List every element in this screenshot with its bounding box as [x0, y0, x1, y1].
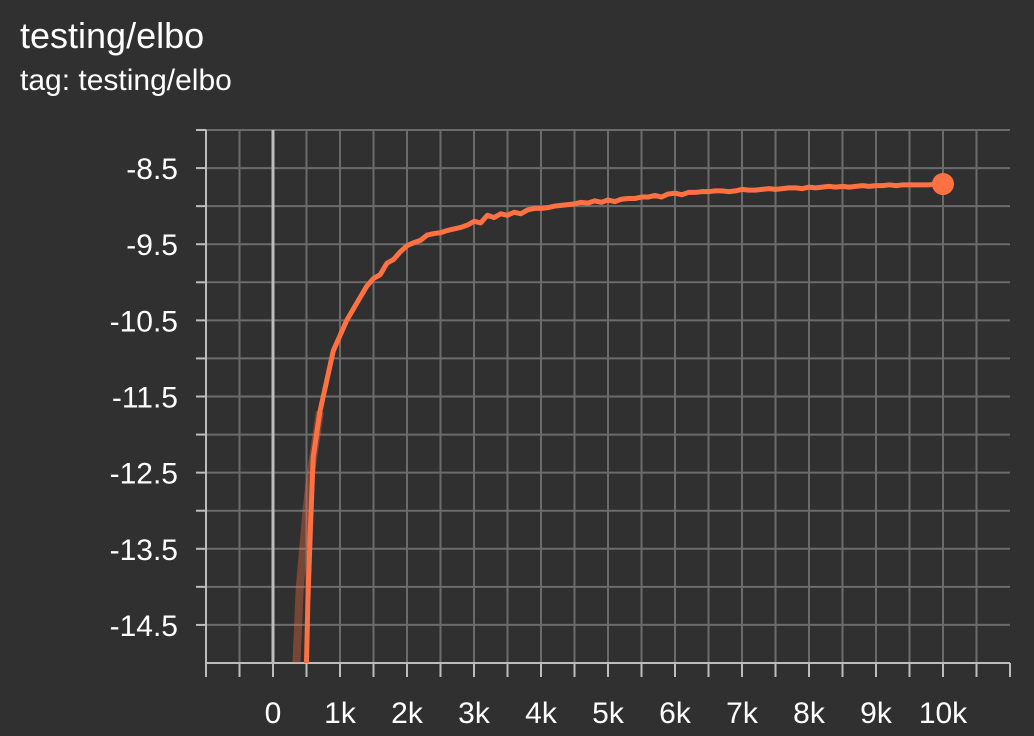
x-tick-label: 9k	[860, 697, 893, 730]
y-tick-label: -14.5	[110, 610, 178, 643]
x-tick-label: 7k	[726, 697, 759, 730]
card-title: testing/elbo	[20, 15, 205, 56]
x-tick-label: 1k	[324, 697, 357, 730]
card-tag-line: tag: testing/elbo	[20, 64, 232, 97]
last-point-marker[interactable]	[932, 173, 954, 196]
y-tick-label: -13.5	[110, 534, 178, 567]
axes	[196, 129, 1011, 677]
series-layer[interactable]	[292, 173, 954, 663]
y-tick-label: -10.5	[110, 305, 178, 338]
series-line[interactable]	[304, 181, 946, 663]
y-tick-label: -12.5	[110, 458, 178, 491]
x-tick-label: 2k	[391, 697, 424, 730]
x-tick-label: 3k	[458, 697, 491, 730]
x-tick-label: 0	[265, 697, 282, 730]
y-tick-label: -8.5	[126, 153, 178, 186]
x-tick-label: 6k	[659, 697, 692, 730]
y-tick-label: -9.5	[126, 229, 178, 262]
y-tick-label: -11.5	[112, 382, 178, 415]
grid	[206, 129, 1010, 663]
x-tick-label: 5k	[592, 697, 625, 730]
x-tick-label: 8k	[793, 697, 826, 730]
x-tick-label: 4k	[525, 697, 558, 730]
x-tick-label: 10k	[919, 697, 968, 730]
tick-labels: -8.5 -9.5 -10.5 -11.5 -12.5 -13.5 -14.5 0 1k 2k 3k…	[110, 153, 969, 730]
